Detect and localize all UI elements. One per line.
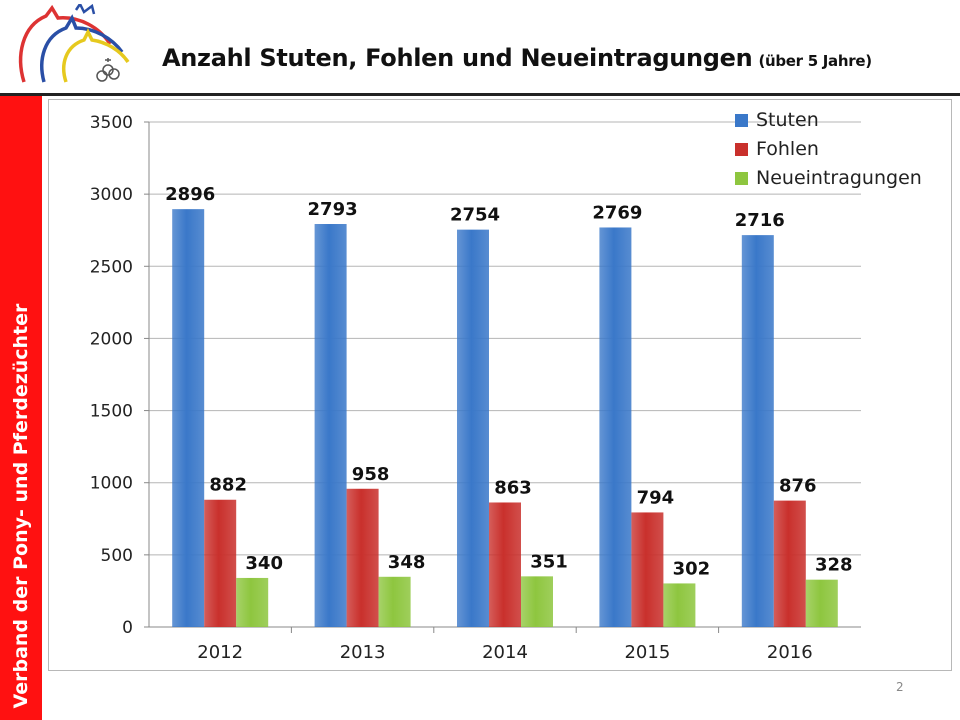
bar-fohlen-2015 bbox=[631, 512, 664, 627]
x-tick-label: 2012 bbox=[197, 642, 243, 663]
bar-stuten-2016 bbox=[741, 235, 774, 627]
bar-chart: 0 500 1000 1500 2000 2500 3000 3500 2896 882 340 20… bbox=[90, 109, 922, 663]
y-tick-label: 2000 bbox=[90, 329, 133, 349]
bar-fohlen-2013 bbox=[346, 488, 379, 627]
x-tick-label: 2015 bbox=[624, 642, 670, 663]
y-tick-label: 500 bbox=[101, 546, 133, 566]
bar-neueintragungen-2015 bbox=[663, 583, 696, 627]
y-tick-label: 2500 bbox=[90, 257, 133, 277]
bar-fohlen-2014 bbox=[489, 502, 521, 627]
y-tick-label: 3500 bbox=[90, 113, 133, 133]
logo bbox=[18, 4, 130, 83]
legend-swatch-neueintragungen bbox=[735, 172, 748, 185]
data-label-stuten-2013: 2793 bbox=[308, 199, 358, 220]
data-label-fohlen-2012: 882 bbox=[209, 475, 247, 496]
bar-stuten-2015 bbox=[599, 227, 632, 628]
title-main: Anzahl Stuten, Fohlen und Neueintragunge… bbox=[162, 44, 753, 72]
chart-frame: 0 500 1000 1500 2000 2500 3000 3500 2896 882 340 20… bbox=[48, 99, 952, 671]
x-tick-label: 2016 bbox=[767, 642, 813, 663]
data-label-stuten-2016: 2716 bbox=[735, 210, 785, 231]
bar-neueintragungen-2014 bbox=[521, 576, 553, 627]
legend-label-stuten: Stuten bbox=[756, 109, 819, 131]
bar-neueintragungen-2012 bbox=[236, 577, 269, 627]
data-label-neueintragungen-2016: 328 bbox=[815, 555, 853, 576]
bar-fohlen-2012 bbox=[204, 499, 237, 627]
x-tick-label: 2014 bbox=[482, 642, 528, 663]
legend-label-neueintragungen: Neueintragungen bbox=[756, 167, 922, 189]
header-rule bbox=[0, 93, 960, 96]
legend-swatch-fohlen bbox=[735, 143, 748, 156]
legend-swatch-stuten bbox=[735, 114, 748, 127]
data-label-neueintragungen-2013: 348 bbox=[388, 552, 426, 573]
data-label-stuten-2014: 2754 bbox=[450, 205, 500, 226]
y-tick-label: 1500 bbox=[90, 402, 133, 422]
data-label-fohlen-2014: 863 bbox=[494, 477, 532, 498]
data-label-neueintragungen-2012: 340 bbox=[245, 553, 283, 574]
data-label-neueintragungen-2014: 351 bbox=[530, 551, 568, 572]
y-tick-label: 1000 bbox=[90, 474, 133, 494]
data-label-neueintragungen-2015: 302 bbox=[673, 558, 711, 579]
page-number: 2 bbox=[896, 680, 904, 694]
data-label-stuten-2015: 2769 bbox=[592, 202, 642, 223]
sidebar-banner: Verband der Pony- und Pferdezüchter bbox=[0, 96, 42, 720]
page-title: Anzahl Stuten, Fohlen und Neueintragunge… bbox=[162, 44, 872, 72]
bar-stuten-2012 bbox=[172, 209, 205, 628]
data-label-fohlen-2013: 958 bbox=[352, 464, 390, 485]
x-tick-label: 2013 bbox=[340, 642, 386, 663]
bar-stuten-2013 bbox=[314, 224, 347, 627]
y-tick-label: 0 bbox=[122, 618, 133, 638]
bar-neueintragungen-2016 bbox=[805, 579, 838, 627]
legend-label-fohlen: Fohlen bbox=[756, 138, 819, 160]
data-label-fohlen-2016: 876 bbox=[779, 476, 817, 497]
data-label-stuten-2012: 2896 bbox=[165, 184, 215, 205]
y-tick-label: 3000 bbox=[90, 185, 133, 205]
bar-stuten-2014 bbox=[457, 229, 489, 627]
bar-neueintragungen-2013 bbox=[378, 576, 411, 627]
sidebar-text: Verband der Pony- und Pferdezüchter bbox=[10, 303, 32, 709]
data-label-fohlen-2015: 794 bbox=[637, 487, 675, 508]
bar-fohlen-2016 bbox=[773, 500, 806, 627]
title-subtitle: (über 5 Jahre) bbox=[758, 52, 872, 70]
